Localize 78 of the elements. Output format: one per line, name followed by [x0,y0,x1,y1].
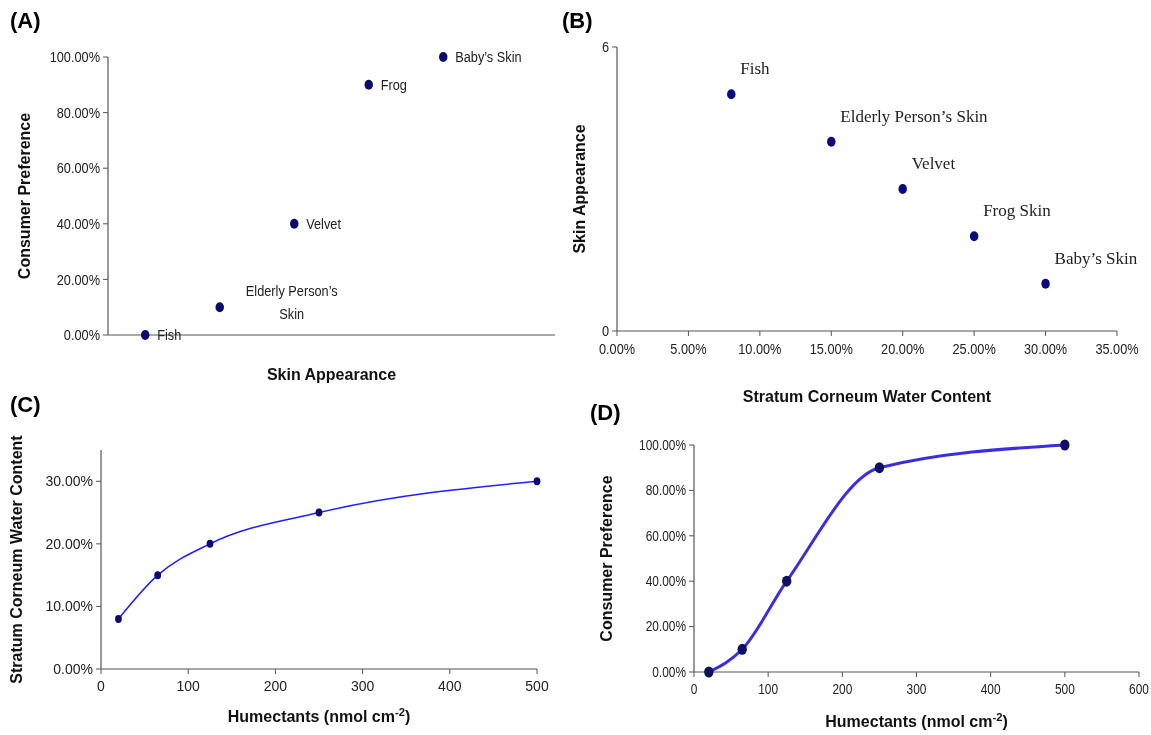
point [315,508,323,517]
x-tick-label: 5.00% [670,339,707,358]
annotation: Baby’s Skin [455,47,522,66]
y-axis-title: Stratum Corneum Water Content [8,434,25,684]
point [898,184,907,194]
x-tick-label: 300 [350,678,375,694]
x-tick-label: 400 [438,678,462,694]
point [737,643,747,655]
x-tick-label: 300 [906,681,927,698]
annotation: Fish [157,325,182,344]
y-tick-label: 60.00% [645,527,687,544]
point [439,52,448,62]
chart-title: (B) [562,8,593,33]
annotation: Baby’s Skin [1054,248,1138,268]
y-tick-label: 6 [601,38,610,56]
annotation: Fish [740,59,771,79]
y-tick-label: 100.00% [49,48,100,66]
chart-title: (D) [590,400,621,425]
annotation: Velvet [911,154,956,173]
annotation: Velvet [306,214,342,233]
x-tick-label: 25.00% [952,339,996,358]
point [1060,439,1070,451]
point [874,462,885,474]
y-tick-label: 30.00% [45,473,93,490]
chart-title: (A) [10,8,41,33]
point [154,571,162,580]
y-tick-label: 0.00% [652,663,687,681]
y-axis-title: Consumer Preference [598,475,615,642]
y-tick-label: 100.00% [639,436,687,454]
point [969,231,979,242]
x-tick-label: 0 [690,681,698,698]
point [215,302,224,313]
x-axis-title: Humectants (nmol cm$^{-2}$) [227,706,411,725]
point [115,614,122,623]
chart-title: (C) [10,392,41,417]
y-tick-label: 20.00% [45,535,93,552]
x-tick-label: 30.00% [1023,339,1068,358]
y-tick-label: 20.00% [56,270,100,288]
x-tick-label: 200 [832,681,853,698]
point [364,79,373,90]
y-tick-label: 0.00% [53,660,93,677]
x-axis-title: Skin Appearance [266,366,397,383]
annotation: Frog Skin [983,201,1052,221]
point [1041,278,1050,289]
x-tick-label: 600 [1129,681,1149,698]
y-tick-label: 80.00% [645,482,687,499]
x-tick-label: 400 [980,681,1001,698]
point [206,539,214,548]
y-tick-label: 10.00% [45,598,93,615]
x-tick-label: 200 [263,678,288,694]
x-tick-label: 20.00% [881,339,925,358]
y-tick-label: 80.00% [56,103,100,122]
point [141,330,150,340]
point [704,666,714,678]
x-tick-label: 100 [176,678,201,694]
point [727,89,736,100]
x-tick-label: 500 [1054,681,1075,698]
y-tick-label: 40.00% [56,215,100,233]
point [782,575,792,587]
x-tick-label: 15.00% [809,339,853,358]
point [533,477,541,486]
y-axis-title: Skin Appearance [571,124,588,254]
point [827,136,836,147]
annotation: Frog [380,75,407,94]
annotation: Elderly Person’s Skin [840,106,989,126]
x-tick-label: 500 [525,678,549,694]
y-tick-label: 20.00% [645,618,687,635]
y-tick-label: 40.00% [645,573,687,590]
x-tick-label: 10.00% [738,339,782,358]
y-tick-label: 0.00% [63,326,100,344]
annotation: Elderly Person’s Skin [245,282,338,322]
x-axis-title: Humectants (nmol cm$^{-2}$) [825,711,1008,730]
x-tick-label: 100 [758,681,779,698]
y-axis-title: Consumer Preference [16,112,33,280]
point [290,218,299,229]
x-tick-label: 35.00% [1095,339,1139,358]
x-axis-title: Stratum Corneum Water Content [742,388,992,405]
y-tick-label: 60.00% [56,159,100,177]
